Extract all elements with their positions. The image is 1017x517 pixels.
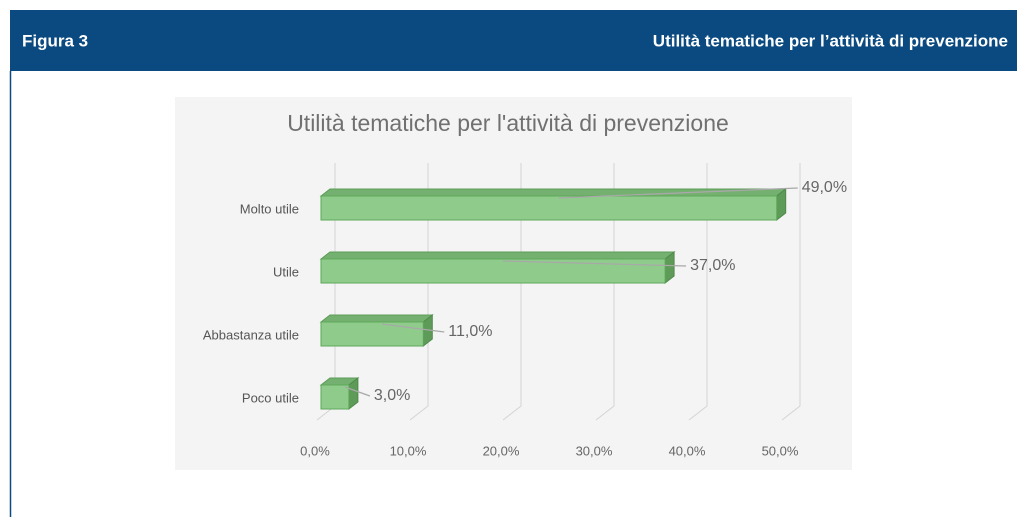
x-tick-label: 30,0%: [576, 443, 613, 458]
grid-line: [502, 163, 522, 421]
leader-line: [503, 260, 687, 267]
y-tick-label: Poco utile: [242, 390, 299, 405]
x-tick-label: 40,0%: [669, 443, 706, 458]
data-label: 3,0%: [374, 387, 410, 404]
leader-line: [344, 386, 371, 397]
leader-line: [382, 323, 445, 333]
bar-face: [320, 384, 350, 410]
bar: [319, 313, 434, 348]
bar-face: [320, 321, 424, 347]
bar-face: [319, 314, 434, 323]
bar: [319, 376, 360, 411]
x-tick-label: 0,0%: [300, 443, 330, 458]
y-tick-label: Molto utile: [240, 201, 299, 216]
bar: [319, 250, 676, 285]
grid-line: [595, 163, 615, 421]
x-tick-label: 50,0%: [762, 443, 799, 458]
bar-face: [320, 195, 778, 221]
figure-label: Figura 3: [22, 31, 88, 50]
x-tick-label: 20,0%: [483, 443, 520, 458]
bar: [319, 187, 788, 222]
x-tick-label: 10,0%: [390, 443, 427, 458]
data-label: 49,0%: [802, 179, 847, 196]
y-tick-label: Utile: [273, 264, 299, 279]
header-bar: [10, 10, 1017, 71]
bar-face: [319, 251, 676, 260]
chart-title: Utilità tematiche per l'attività di prev…: [287, 110, 729, 136]
leader-line: [558, 187, 798, 199]
data-label: 37,0%: [690, 257, 735, 274]
figure-title: Utilità tematiche per l’attività di prev…: [653, 31, 1008, 50]
grid-line: [409, 163, 429, 421]
data-label: 11,0%: [448, 323, 492, 340]
y-tick-label: Abbastanza utile: [203, 327, 299, 342]
grid-line: [781, 163, 801, 421]
grid-line: [688, 163, 708, 421]
bar-face: [320, 258, 666, 284]
bar-face: [319, 188, 788, 197]
